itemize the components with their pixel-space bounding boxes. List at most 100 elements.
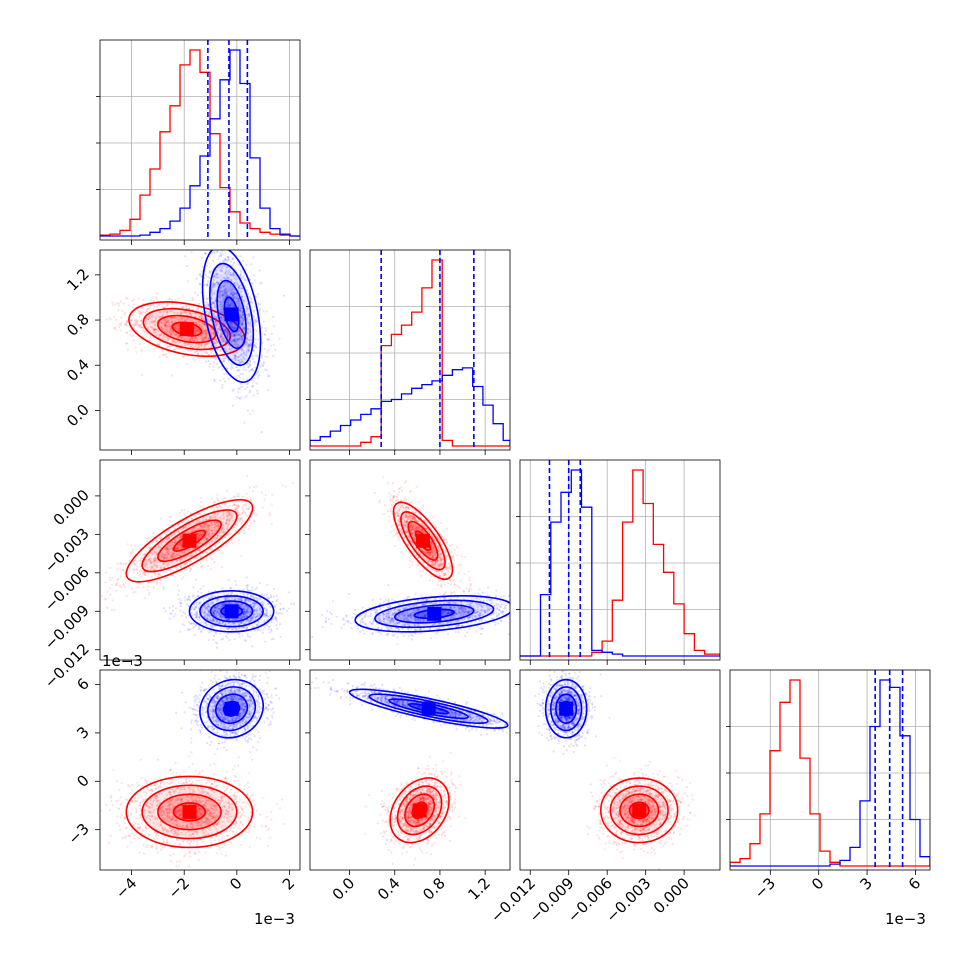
contour-red-p4_vs_p1: [125, 775, 254, 849]
contour-red-p4_vs_p3: [619, 793, 660, 828]
axes-frame: [519, 669, 721, 871]
contour-blue-p3_vs_p1: [188, 589, 275, 633]
y-tick-label-p3-5: 0.000: [50, 486, 93, 529]
contour-red-p3_vs_p2: [392, 501, 454, 581]
scatter-red-p4_vs_p1: [100, 753, 286, 868]
histogram-blue-p4: [730, 679, 930, 867]
x-tick-label-p1-2: −2: [165, 874, 193, 902]
y-tick-label-p2-4: 1.2: [63, 265, 93, 295]
contour-blue-p3_vs_p2: [374, 599, 495, 629]
offset-label-p4-y: 1e−3: [102, 652, 143, 670]
axes-frame: [99, 39, 301, 241]
contour-red-p4_vs_p2: [389, 777, 450, 844]
histogram-blue-p1: [100, 49, 300, 237]
contour-blue-p4_vs_p3: [555, 693, 578, 725]
contour-blue-p3_vs_p2: [393, 604, 475, 624]
density-peak-red-p4_vs_p3: [632, 803, 647, 818]
contour-red-p4_vs_p3: [599, 777, 679, 844]
x-tick-label-p4-3: 3: [856, 874, 875, 893]
contour-red-p4_vs_p3: [609, 785, 669, 836]
x-tick-label-p1-3: 0: [226, 874, 245, 893]
x-tick-label-p4-1: −3: [751, 874, 779, 902]
cell-1-1: [96, 39, 301, 245]
axes-frame: [309, 459, 511, 661]
histogram-red-p1: [100, 49, 300, 237]
cell-4-1: −3 0 3 6 −4 −2 0 2: [64, 669, 301, 902]
histogram-red-p3: [520, 469, 720, 657]
contour-blue-p4_vs_p3: [549, 686, 583, 732]
x-tick-label-p1-4: 2: [279, 874, 298, 893]
contour-red-p2_vs_p1: [142, 307, 232, 351]
histogram-blue-p3: [520, 469, 720, 657]
x-tick-label-p1-1: −4: [112, 874, 140, 902]
contour-blue-p4_vs_p1: [207, 686, 257, 732]
y-tick-label-p2-1: 0.0: [63, 401, 93, 431]
axes-frame: [99, 669, 301, 871]
contour-red-p3_vs_p2: [400, 511, 446, 571]
cell-3-2: [305, 459, 511, 665]
density-peak-red-p4_vs_p2: [412, 803, 427, 818]
contour-blue-p4_vs_p2: [348, 688, 509, 729]
histogram-blue-p2: [310, 367, 510, 446]
y-tick-label-p2-3: 0.8: [63, 310, 93, 340]
contour-red-p3_vs_p1: [125, 498, 254, 583]
contour-blue-p4_vs_p3: [544, 678, 588, 739]
density-peak-red-p4_vs_p1: [182, 804, 197, 819]
cell-2-2: [306, 249, 511, 455]
y-tick-label-p4-3: 3: [73, 723, 92, 742]
x-tick-label-p4-4: 6: [905, 874, 924, 893]
contour-blue-p2_vs_p1: [209, 262, 255, 367]
contour-red-p4_vs_p2: [404, 793, 436, 828]
axes-frame: [309, 669, 511, 871]
cell-2-1: 0.0 0.4 0.8 1.2: [63, 249, 301, 455]
density-peak-red-p3_vs_p1: [182, 533, 197, 548]
histogram-red-p4: [730, 679, 930, 867]
contour-blue-p4_vs_p1: [199, 678, 264, 739]
offset-label-p4-x: 1e−3: [885, 910, 926, 928]
cell-3-3: [516, 459, 721, 665]
histogram-red-p2: [310, 259, 510, 447]
density-peak-blue-p4_vs_p1: [224, 701, 239, 716]
contour-red-p4_vs_p1: [157, 793, 222, 831]
x-tick-label-p4-2: 0: [808, 874, 827, 893]
density-peak-blue-p4_vs_p2: [421, 701, 436, 716]
x-tick-label-p2-4: 1.2: [464, 874, 494, 904]
y-tick-label-p4-1: −3: [64, 820, 92, 848]
axes-frame: [519, 459, 721, 661]
contour-red-p4_vs_p1: [141, 784, 238, 840]
axes-frame: [309, 249, 511, 451]
contour-red-p4_vs_p3: [628, 801, 650, 820]
contour-blue-p2_vs_p1: [201, 250, 262, 384]
density-peak-blue-p2_vs_p1: [224, 307, 239, 322]
contour-red-p3_vs_p1: [141, 509, 238, 573]
axes-frame: [729, 669, 931, 871]
density-peak-red-p2_vs_p1: [179, 322, 194, 337]
cell-4-2: 0.0 0.4 0.8 1.2: [305, 669, 511, 904]
density-peak-blue-p3_vs_p2: [427, 606, 442, 621]
contour-blue-p3_vs_p1: [199, 595, 264, 628]
cell-4-4: −3 0 3 6: [726, 669, 931, 902]
x-tick-label-p2-1: 0.0: [329, 874, 359, 904]
contour-blue-p3_vs_p1: [209, 600, 254, 623]
density-peak-blue-p3_vs_p1: [224, 604, 239, 619]
contour-blue-p4_vs_p1: [214, 693, 249, 725]
y-tick-label-p4-4: 6: [73, 675, 92, 694]
x-tick-label-p3-5: 0.000: [650, 874, 693, 917]
density-peak-blue-p4_vs_p3: [559, 701, 574, 716]
y-tick-label-p4-2: 0: [73, 771, 92, 790]
contour-blue-p2_vs_p1: [216, 279, 247, 350]
contour-red-p3_vs_p1: [157, 519, 222, 563]
x-tick-label-p2-2: 0.4: [374, 874, 404, 904]
axes-frame: [99, 459, 301, 661]
axes-frame: [99, 249, 301, 451]
x-tick-label-p2-3: 0.8: [419, 874, 449, 904]
offset-label-p1-x: 1e−3: [254, 910, 295, 928]
y-tick-label-p2-2: 0.4: [63, 355, 93, 385]
contour-red-p4_vs_p1: [172, 802, 207, 822]
contour-red-p2_vs_p1: [157, 314, 217, 344]
contour-blue-p3_vs_p2: [354, 595, 510, 633]
contour-blue-p4_vs_p2: [368, 693, 489, 725]
